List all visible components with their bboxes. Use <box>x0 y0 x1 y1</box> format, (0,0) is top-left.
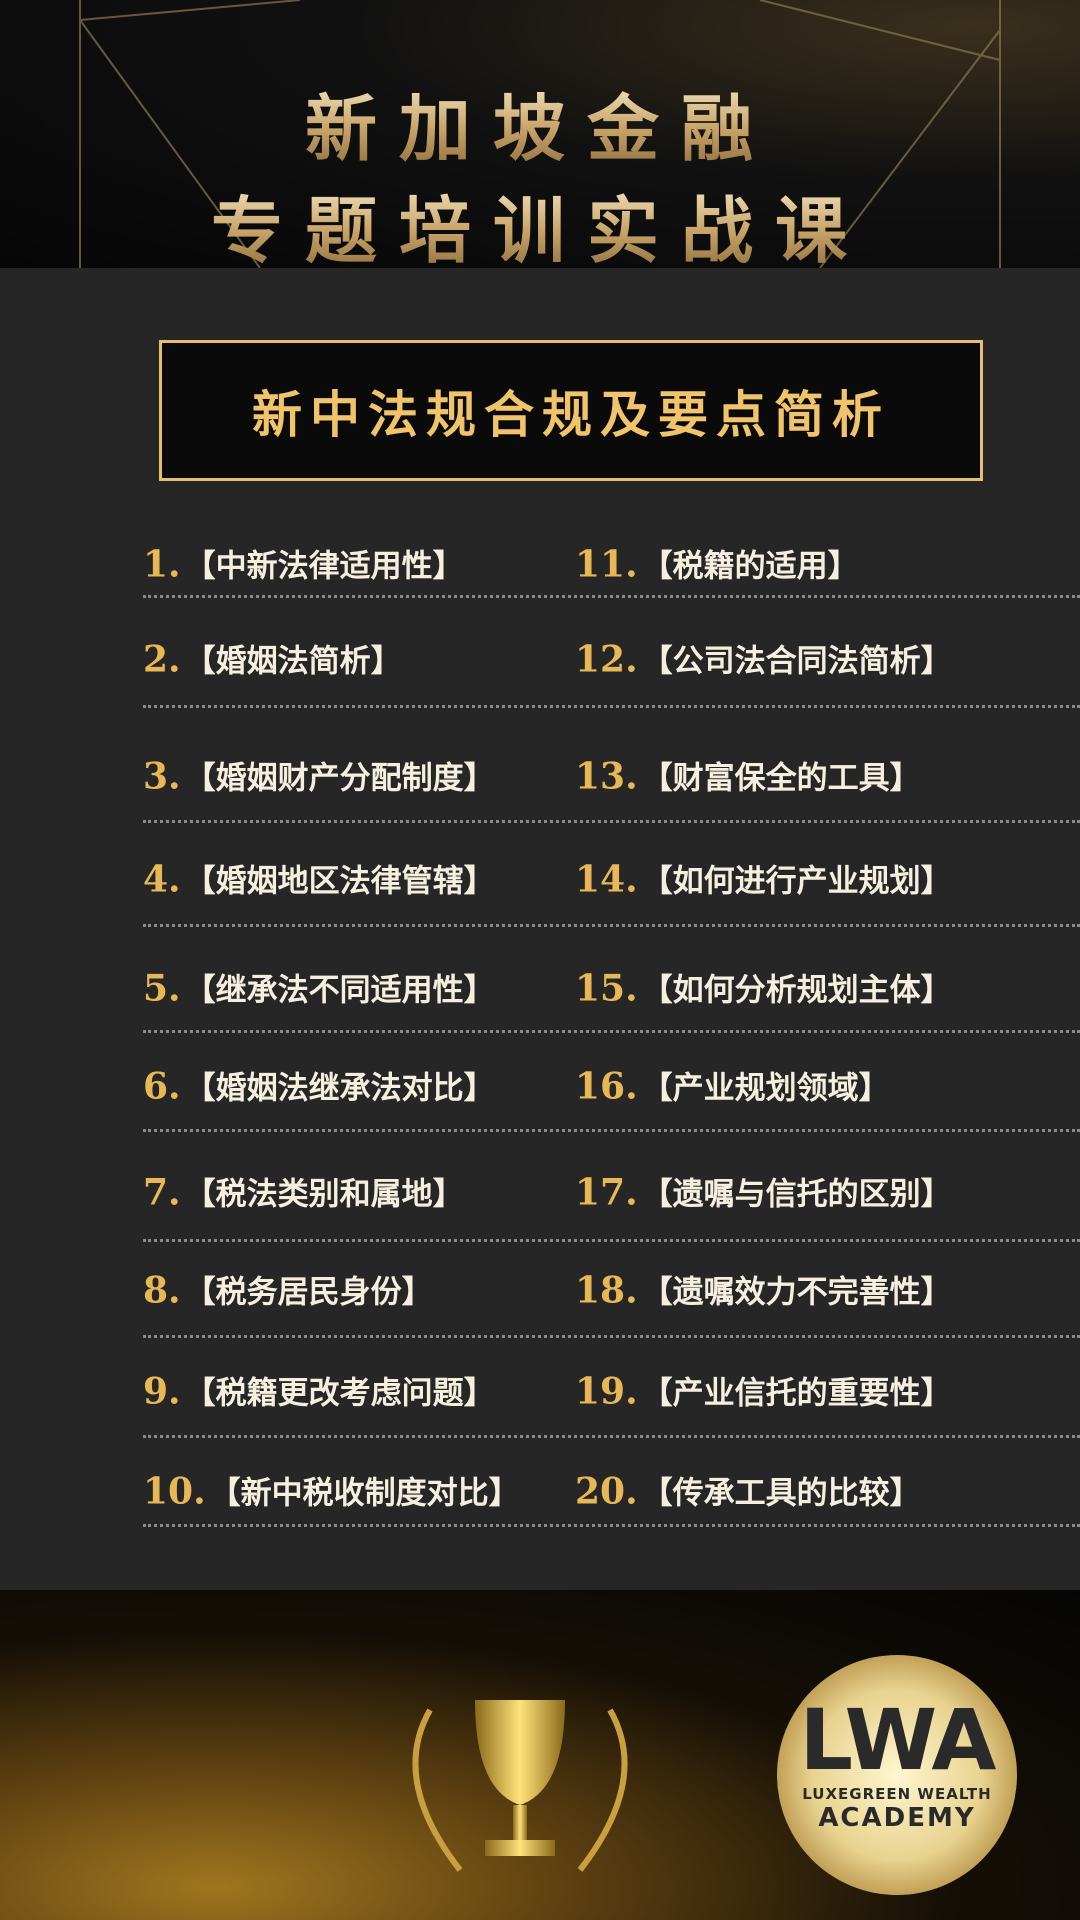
list-item: 7. 【税法类别和属地】 <box>143 1169 464 1214</box>
list-item: 12. 【公司法合同法简析】 <box>575 636 952 681</box>
item-label: 【继承法不同适用性】 <box>184 972 495 1009</box>
section-title-box: 新中法规合规及要点简析 <box>159 340 983 481</box>
list-item: 6. 【婚姻法继承法对比】 <box>143 1063 495 1108</box>
lwa-logo: LWA LUXEGREEN WEALTH ACADEMY <box>777 1655 1017 1895</box>
item-number: 12. <box>575 638 638 681</box>
list-item: 15. 【如何分析规划主体】 <box>575 965 952 1010</box>
list-item: 9. 【税籍更改考虑问题】 <box>143 1368 495 1413</box>
item-number: 3. <box>143 755 181 798</box>
item-label: 【如何进行产业规划】 <box>641 863 952 900</box>
dotted-divider <box>143 924 1080 927</box>
item-number: 7. <box>143 1171 181 1214</box>
item-label: 【公司法合同法简析】 <box>641 643 952 680</box>
list-item: 4. 【婚姻地区法律管辖】 <box>143 856 495 901</box>
item-label: 【税籍的适用】 <box>641 548 859 585</box>
item-label: 【产业规划领域】 <box>641 1070 890 1107</box>
list-item: 8. 【税务居民身份】 <box>143 1267 433 1312</box>
item-number: 11. <box>575 543 638 586</box>
list-item: 16. 【产业规划领域】 <box>575 1063 890 1108</box>
item-number: 5. <box>143 967 181 1010</box>
item-label: 【传承工具的比较】 <box>641 1475 921 1512</box>
dotted-divider <box>143 820 1080 823</box>
list-item: 17. 【遗嘱与信托的区别】 <box>575 1169 952 1214</box>
item-label: 【婚姻财产分配制度】 <box>184 760 495 797</box>
dotted-divider <box>143 1335 1080 1338</box>
item-label: 【税籍更改考虑问题】 <box>184 1375 495 1412</box>
item-number: 20. <box>575 1470 638 1513</box>
trophy-icon <box>412 1700 628 1872</box>
logo-line1: LUXEGREEN WEALTH <box>802 1785 992 1803</box>
list-item: 5. 【继承法不同适用性】 <box>143 965 495 1010</box>
item-number: 16. <box>575 1065 638 1108</box>
item-label: 【如何分析规划主体】 <box>641 972 952 1009</box>
item-number: 4. <box>143 858 181 901</box>
item-label: 【税务居民身份】 <box>184 1274 433 1311</box>
dotted-divider <box>143 1030 1080 1033</box>
item-number: 8. <box>143 1269 181 1312</box>
logo-line2: ACADEMY <box>818 1803 976 1833</box>
item-number: 10. <box>143 1470 206 1513</box>
item-label: 【遗嘱与信托的区别】 <box>641 1176 952 1213</box>
item-label: 【中新法律适用性】 <box>184 548 464 585</box>
header-banner: 新加坡金融 专题培训实战课 <box>0 0 1080 268</box>
dotted-divider <box>143 1239 1080 1242</box>
item-label: 【婚姻地区法律管辖】 <box>184 863 495 900</box>
item-number: 1. <box>143 543 181 586</box>
item-number: 19. <box>575 1370 638 1413</box>
item-number: 6. <box>143 1065 181 1108</box>
item-label: 【财富保全的工具】 <box>641 760 921 797</box>
list-item: 13. 【财富保全的工具】 <box>575 753 921 798</box>
dotted-divider <box>143 705 1080 708</box>
list-item: 3. 【婚姻财产分配制度】 <box>143 753 495 798</box>
item-number: 17. <box>575 1171 638 1214</box>
list-item: 18. 【遗嘱效力不完善性】 <box>575 1267 952 1312</box>
item-label: 【产业信托的重要性】 <box>641 1375 952 1412</box>
list-item: 19. 【产业信托的重要性】 <box>575 1368 952 1413</box>
item-number: 13. <box>575 755 638 798</box>
item-label: 【遗嘱效力不完善性】 <box>641 1274 952 1311</box>
item-number: 2. <box>143 638 181 681</box>
list-item: 11. 【税籍的适用】 <box>575 541 859 586</box>
list-item: 14. 【如何进行产业规划】 <box>575 856 952 901</box>
list-item: 2. 【婚姻法简析】 <box>143 636 402 681</box>
item-number: 14. <box>575 858 638 901</box>
section-title: 新中法规合规及要点简析 <box>252 385 890 444</box>
item-label: 【新中税收制度对比】 <box>209 1475 520 1512</box>
title-line-2: 专题培训实战课 <box>0 172 1080 268</box>
title-line-1: 新加坡金融 <box>0 70 1080 175</box>
logo-mark: LWA <box>799 1691 997 1789</box>
dotted-divider <box>143 595 1080 598</box>
item-number: 9. <box>143 1370 181 1413</box>
dotted-divider <box>143 1129 1080 1132</box>
item-label: 【婚姻法继承法对比】 <box>184 1070 495 1107</box>
item-label: 【婚姻法简析】 <box>184 643 402 680</box>
list-item: 10. 【新中税收制度对比】 <box>143 1468 520 1513</box>
dotted-divider <box>143 1524 1080 1527</box>
item-number: 15. <box>575 967 638 1010</box>
item-label: 【税法类别和属地】 <box>184 1176 464 1213</box>
list-item: 1. 【中新法律适用性】 <box>143 541 464 586</box>
geometric-lines-decoration <box>79 0 1001 268</box>
content-panel <box>0 268 1080 1590</box>
dotted-divider <box>143 1435 1080 1438</box>
list-item: 20. 【传承工具的比较】 <box>575 1468 921 1513</box>
item-number: 18. <box>575 1269 638 1312</box>
